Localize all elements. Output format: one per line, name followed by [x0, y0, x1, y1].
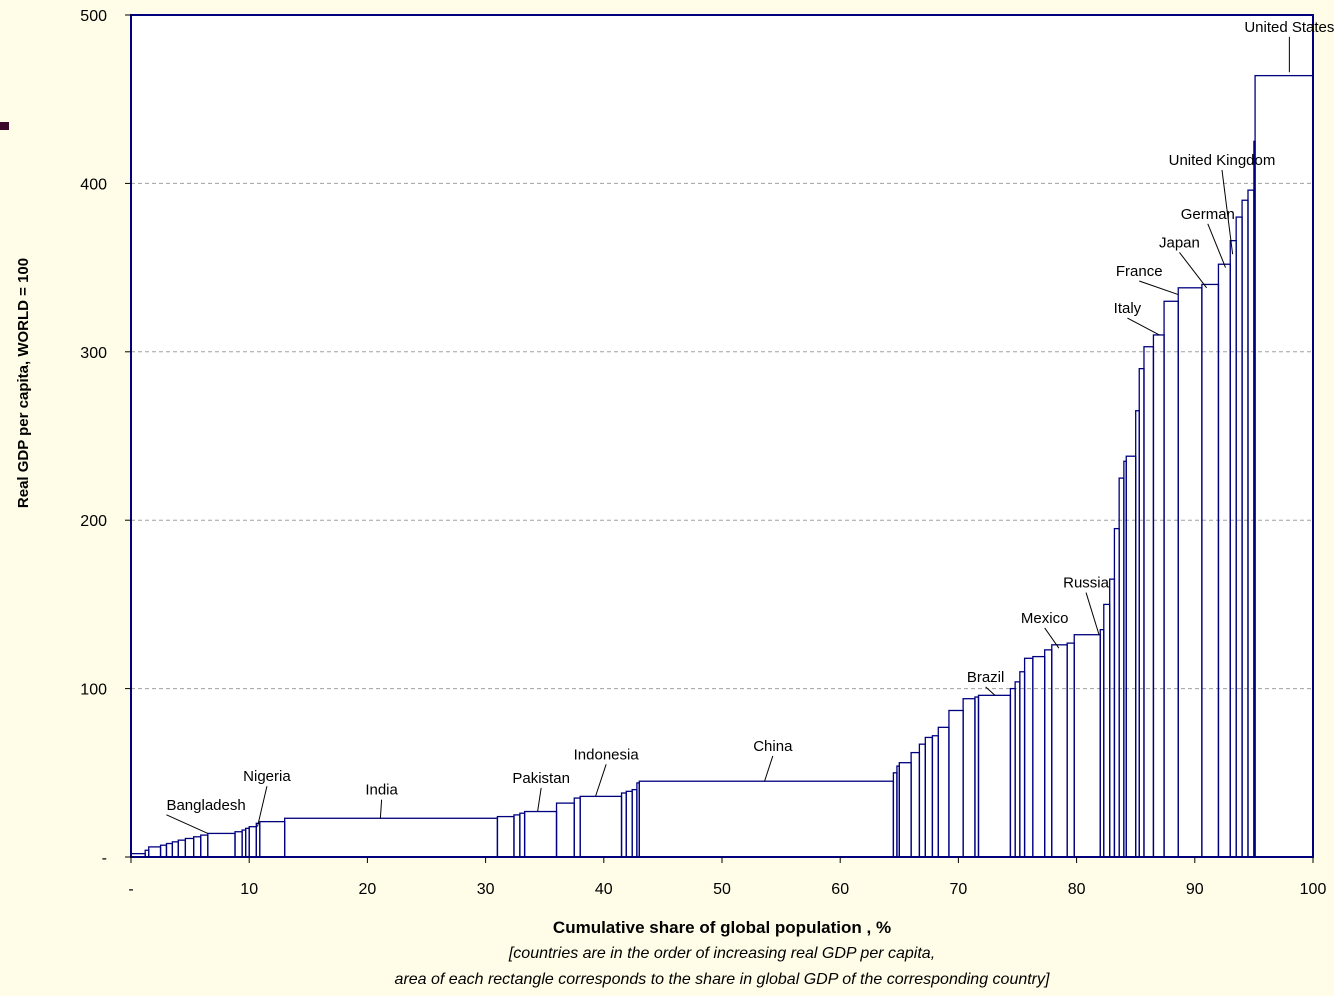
country-label-united-kingdom: United Kingdom: [1169, 152, 1276, 169]
leader-line-german: [1207, 223, 1226, 268]
country-label-india: India: [365, 782, 398, 799]
country-label-united-states: United States: [1244, 19, 1334, 36]
x-tick-label-100: 100: [1300, 881, 1327, 898]
x-tick-label-40: 40: [595, 881, 613, 898]
x-axis-label: Cumulative share of global population , …: [553, 918, 891, 937]
y-tick-label-300: 300: [80, 345, 107, 362]
footnote-line-1: [countries are in the order of increasin…: [508, 945, 935, 962]
country-label-indonesia: Indonesia: [574, 746, 640, 763]
x-tick-label-80: 80: [1068, 881, 1086, 898]
leader-line-italy: [1127, 317, 1160, 336]
country-label-japan: Japan: [1159, 234, 1200, 251]
leader-line-united-kingdom: [1221, 169, 1234, 255]
x-tick-label-30: 30: [477, 881, 495, 898]
leader-line-russia: [1085, 592, 1100, 635]
axis-ticks: - 100 200 300 400 500 - 10 20 30 40 50 60 70 80 90 100: [80, 8, 1326, 898]
x-tick-label-60: 60: [831, 881, 849, 898]
x-tick-label-0: -: [128, 881, 133, 898]
leader-line-india: [379, 799, 383, 819]
leader-line-france: [1139, 280, 1179, 296]
left-accent-bar: [0, 122, 9, 130]
y-tick-label-200: 200: [80, 513, 107, 530]
leader-line-indonesia: [595, 764, 607, 797]
footnote-line-2: area of each rectangle corresponds to th…: [395, 971, 1050, 988]
country-label-bangladesh: Bangladesh: [166, 797, 245, 814]
y-tick-label-100: 100: [80, 682, 107, 699]
country-label-nigeria: Nigeria: [243, 768, 291, 785]
leader-line-bangladesh: [166, 814, 209, 834]
country-label-italy: Italy: [1114, 300, 1142, 317]
leader-line-brazil: [985, 686, 996, 696]
y-axis-label: Real GDP per capita, WORLD = 100: [15, 258, 32, 508]
country-label-german: German: [1181, 206, 1235, 223]
x-tick-label-20: 20: [359, 881, 377, 898]
country-label-china: China: [753, 738, 793, 755]
gridlines: [131, 182, 1313, 690]
leader-line-china: [764, 755, 774, 782]
country-label-france: France: [1116, 263, 1163, 280]
country-label-mexico: Mexico: [1021, 610, 1069, 627]
leader-line-mexico: [1044, 627, 1060, 649]
leader-line-pakistan: [537, 787, 542, 812]
leader-line-japan: [1179, 252, 1208, 289]
x-tick-label-50: 50: [713, 881, 731, 898]
country-label-russia: Russia: [1063, 575, 1110, 592]
y-tick-label-0: -: [102, 850, 107, 867]
country-label-brazil: Brazil: [967, 669, 1005, 686]
x-tick-label-70: 70: [950, 881, 968, 898]
x-tick-label-90: 90: [1186, 881, 1204, 898]
country-label-pakistan: Pakistan: [512, 770, 570, 787]
y-tick-label-500: 500: [80, 8, 107, 25]
leader-line-nigeria: [256, 786, 268, 827]
x-tick-label-10: 10: [240, 881, 258, 898]
y-tick-label-400: 400: [80, 176, 107, 193]
plot-area: [131, 15, 1313, 857]
